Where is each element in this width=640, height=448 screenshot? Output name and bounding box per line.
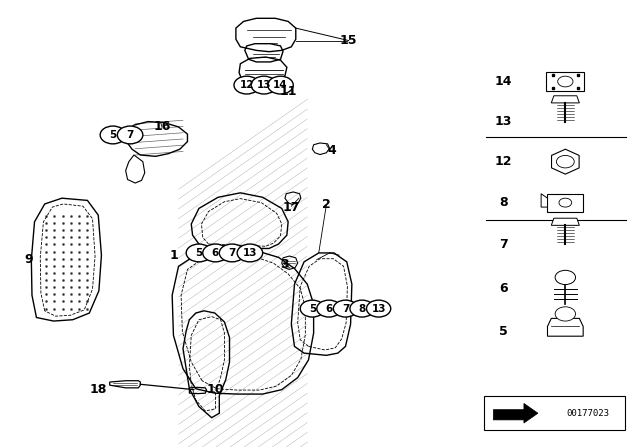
Text: 5: 5 (195, 248, 202, 258)
Text: 7: 7 (228, 248, 236, 258)
Text: 11: 11 (280, 85, 297, 98)
Polygon shape (547, 319, 583, 336)
Text: 7: 7 (499, 237, 508, 250)
Polygon shape (552, 149, 579, 174)
Circle shape (268, 76, 293, 94)
Polygon shape (541, 194, 547, 207)
Text: 9: 9 (24, 253, 33, 266)
Circle shape (556, 155, 574, 168)
Circle shape (203, 244, 228, 262)
Text: 7: 7 (342, 304, 349, 314)
Text: 6: 6 (325, 304, 333, 314)
Text: 10: 10 (206, 383, 223, 396)
Polygon shape (551, 96, 579, 103)
FancyBboxPatch shape (547, 194, 583, 211)
Circle shape (186, 244, 212, 262)
Text: 15: 15 (340, 34, 357, 47)
Text: 13: 13 (495, 115, 512, 128)
Circle shape (333, 300, 358, 317)
Text: 12: 12 (239, 80, 254, 90)
Circle shape (557, 76, 573, 87)
Circle shape (251, 76, 276, 94)
Text: 5: 5 (109, 130, 116, 140)
FancyBboxPatch shape (484, 396, 625, 430)
Circle shape (367, 300, 391, 317)
Circle shape (220, 244, 245, 262)
Text: 18: 18 (90, 383, 107, 396)
Text: 14: 14 (495, 75, 512, 88)
Text: 8: 8 (358, 304, 365, 314)
Circle shape (350, 300, 374, 317)
Circle shape (117, 126, 143, 144)
Text: 12: 12 (495, 155, 512, 168)
Text: 16: 16 (154, 121, 172, 134)
Circle shape (300, 300, 324, 317)
Text: 3: 3 (281, 258, 289, 271)
Text: 6: 6 (499, 282, 508, 295)
Text: 14: 14 (273, 80, 288, 90)
Text: 13: 13 (243, 248, 257, 258)
Polygon shape (493, 404, 538, 423)
Circle shape (317, 300, 341, 317)
Text: 4: 4 (327, 144, 336, 157)
Circle shape (100, 126, 125, 144)
Circle shape (234, 76, 259, 94)
Circle shape (555, 307, 575, 321)
Text: 00177023: 00177023 (566, 409, 609, 418)
FancyBboxPatch shape (546, 72, 584, 91)
Text: 17: 17 (283, 201, 300, 214)
Text: 8: 8 (499, 196, 508, 209)
Text: 13: 13 (257, 80, 271, 90)
Circle shape (237, 244, 262, 262)
Circle shape (555, 270, 575, 284)
Text: 5: 5 (499, 325, 508, 338)
Text: 1: 1 (169, 249, 178, 262)
Polygon shape (551, 218, 579, 225)
Text: 13: 13 (371, 304, 386, 314)
Text: 5: 5 (308, 304, 316, 314)
Text: 7: 7 (127, 130, 134, 140)
Text: 2: 2 (322, 198, 331, 211)
Text: 6: 6 (212, 248, 219, 258)
Circle shape (559, 198, 572, 207)
